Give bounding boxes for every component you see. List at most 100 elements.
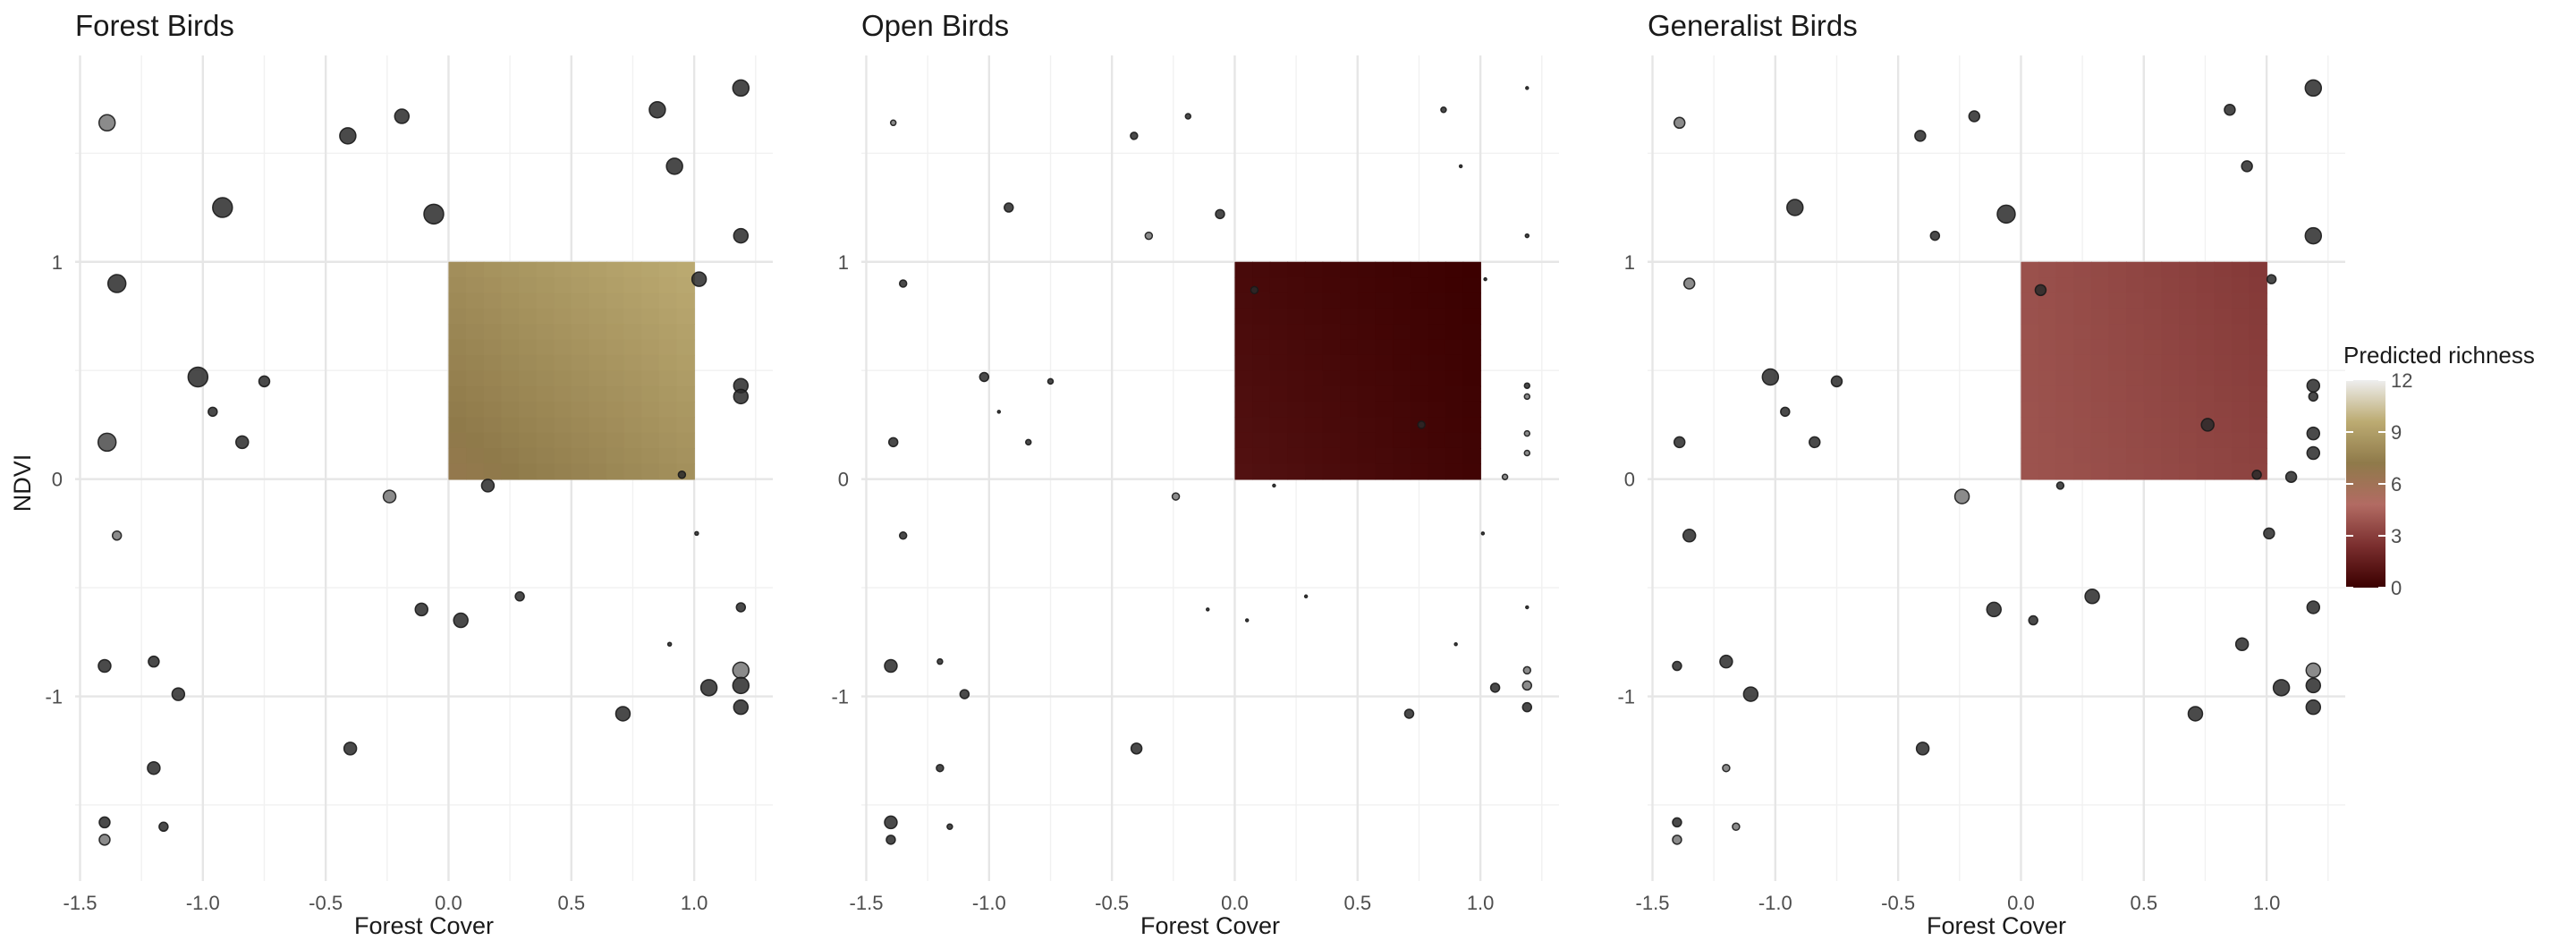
raster-cell [676,339,695,356]
raster-cell [1252,401,1271,419]
data-point [1732,822,1741,832]
raster-cell [589,277,607,294]
raster-cell [2073,401,2092,419]
raster-cell [1357,261,1377,278]
raster-cell [2161,277,2180,294]
raster-cell [2249,292,2267,309]
raster-cell [501,354,520,371]
raster-cell [1445,432,1464,449]
raster-cell [1340,354,1359,371]
panel-2: -1.5 -1.0 -0.5 0.0 0.5 1.0 -1 0 1 Open Birds Fores… [831,9,1559,939]
data-point [733,699,750,716]
raster-cell [1322,432,1341,449]
raster-cell [2055,324,2075,341]
raster-cell [1428,354,1446,371]
raster-cell [2231,432,2250,449]
data-point [733,388,750,405]
data-point [1521,701,1533,713]
raster-cell [1410,277,1429,294]
raster-cell [1234,324,1253,341]
raster-cell [571,447,590,465]
raster-cell [2038,354,2057,371]
raster-cell [1287,432,1306,449]
raster-cell [554,370,572,387]
raster-cell [1462,277,1481,294]
raster-cell [2126,463,2145,480]
data-point [1719,654,1733,669]
data-point [2284,470,2298,483]
data-point [343,741,358,756]
raster-cell [1340,447,1359,465]
raster-cell [1234,277,1253,294]
raster-cell [623,339,643,356]
data-point [996,410,1002,414]
raster-cell [2161,401,2180,419]
raster-cell [1357,447,1377,465]
data-point [382,489,397,504]
raster-cell [1462,463,1481,480]
raster-cell [1322,370,1341,387]
raster-cell [676,386,695,402]
raster-cell [1287,463,1306,480]
raster-cell [606,463,625,480]
data-point [1682,277,1696,290]
raster-cell [466,417,485,434]
data-point [1761,368,1780,386]
data-point [171,687,186,701]
data-point [2306,600,2321,614]
y-axis-title: NDVI [9,454,36,513]
data-point [1523,393,1531,401]
raster-cell [2231,339,2250,356]
raster-cell [2038,386,2057,402]
raster-cell [1462,354,1481,371]
raster-cell [1462,417,1481,434]
raster-cell [2021,261,2039,278]
legend-tick-label: 9 [2391,421,2402,444]
raster-cell [658,261,678,278]
raster-cell [1269,324,1289,341]
raster-cell [2055,463,2075,480]
raster-cell [2231,370,2250,387]
raster-cell [518,308,538,325]
y-tick-label: -1 [45,686,63,708]
raster-cell [1252,354,1271,371]
raster-cell [2021,386,2039,402]
raster-cell [483,432,503,449]
raster-cell [2108,324,2127,341]
raster-cell [448,308,467,325]
raster-cell [2161,354,2180,371]
raster-cell [2126,432,2145,449]
raster-cell [571,324,590,341]
raster-cell [2196,324,2216,341]
data-point [1417,420,1426,429]
raster-cell [2231,463,2250,480]
data-point [111,530,123,541]
data-point [1780,406,1791,418]
raster-cell [2126,370,2145,387]
data-point [886,835,896,845]
raster-cell [1393,354,1411,371]
data-point [1722,763,1731,773]
data-point [148,655,160,668]
raster-cell [658,292,678,309]
raster-cell [554,401,572,419]
raster-cell [518,447,538,465]
raster-cell [466,292,485,309]
raster-cell [2214,401,2233,419]
raster-cell [2179,463,2198,480]
raster-cell [641,277,660,294]
raster-cell [1445,463,1464,480]
raster-cell [1287,417,1306,434]
raster-cell [2055,401,2075,419]
raster-cell [2021,308,2039,325]
raster-cell [2126,401,2145,419]
raster-cell [641,447,660,465]
data-point [665,157,683,175]
raster-cell [2090,354,2110,371]
raster-cell [2126,354,2145,371]
data-point [2224,103,2236,116]
data-point [1250,285,1259,295]
raster-cell [571,261,590,278]
data-point [732,661,750,680]
